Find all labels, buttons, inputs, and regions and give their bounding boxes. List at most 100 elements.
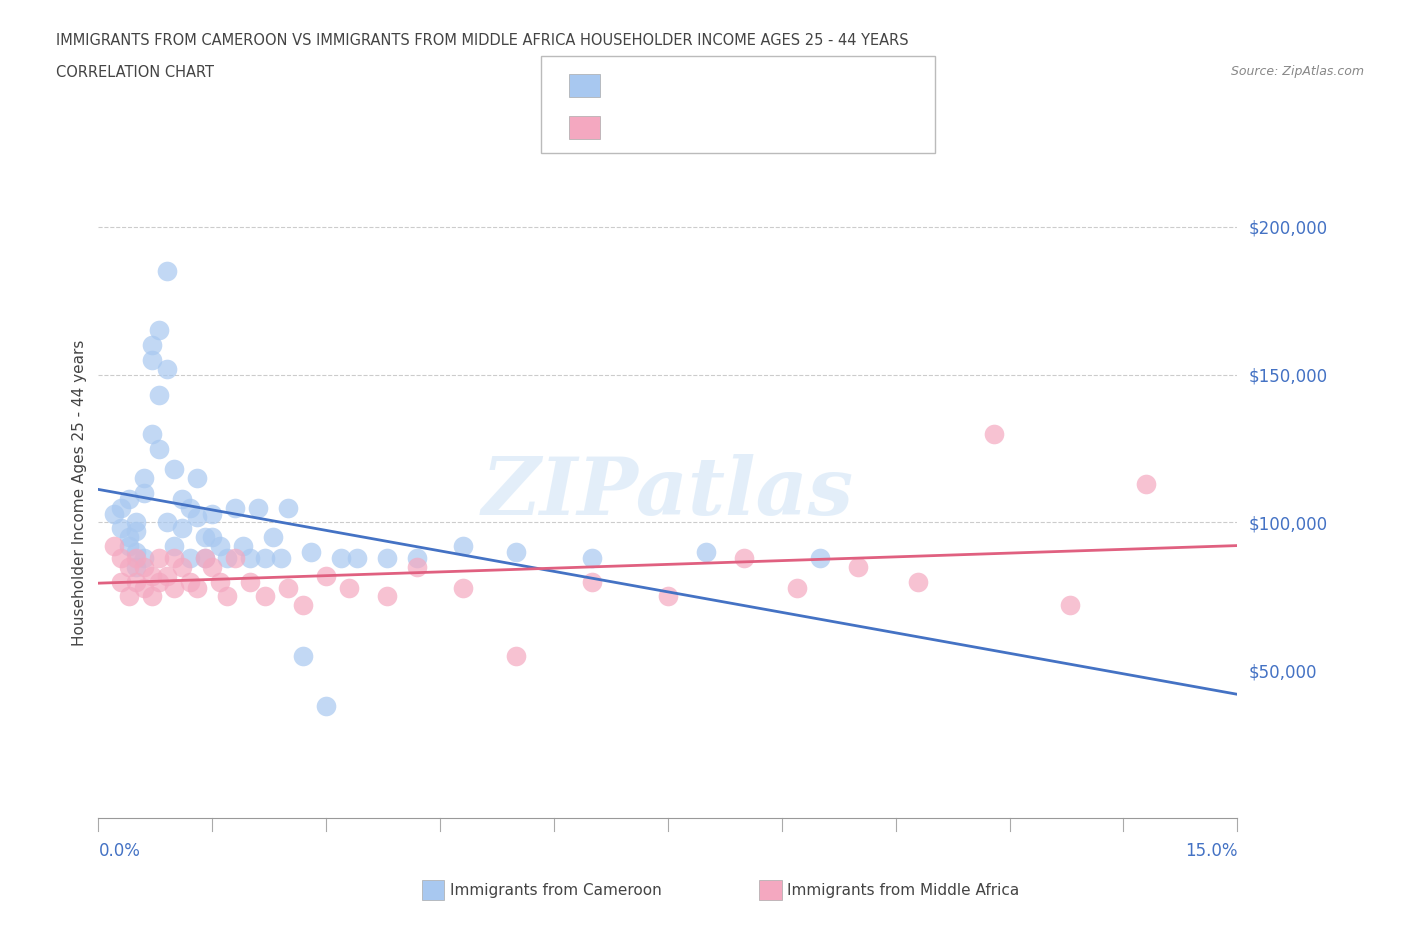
Point — [375, 551, 398, 565]
Text: R =: R = — [614, 79, 654, 98]
Point — [125, 524, 148, 538]
Point — [194, 551, 217, 565]
Text: 15.0%: 15.0% — [1185, 842, 1237, 859]
Point — [224, 551, 246, 565]
Point — [254, 589, 277, 604]
Point — [170, 560, 193, 575]
Point — [1059, 598, 1081, 613]
Point — [141, 338, 163, 352]
Text: N =: N = — [731, 79, 770, 98]
Point — [232, 538, 254, 553]
Text: -0.052: -0.052 — [657, 79, 721, 98]
Point — [315, 698, 337, 713]
Point — [657, 589, 679, 604]
Point — [163, 580, 186, 595]
Point — [201, 530, 224, 545]
Point — [186, 509, 208, 524]
Point — [451, 538, 474, 553]
Text: CORRELATION CHART: CORRELATION CHART — [56, 65, 214, 80]
Point — [337, 580, 360, 595]
Point — [103, 506, 125, 521]
Point — [292, 648, 315, 663]
Point — [141, 568, 163, 583]
Point — [208, 538, 231, 553]
Text: N =: N = — [731, 121, 770, 140]
Point — [132, 551, 155, 565]
Point — [110, 521, 132, 536]
Point — [375, 589, 398, 604]
Point — [179, 574, 201, 589]
Point — [118, 538, 141, 553]
Point — [907, 574, 929, 589]
Point — [277, 500, 299, 515]
Point — [451, 580, 474, 595]
Point — [163, 538, 186, 553]
Point — [246, 500, 269, 515]
Point — [148, 388, 170, 403]
Point — [330, 551, 353, 565]
Point — [148, 551, 170, 565]
Point — [156, 568, 179, 583]
Point — [163, 462, 186, 477]
Text: 56: 56 — [773, 79, 799, 98]
Point — [695, 545, 717, 560]
Point — [110, 574, 132, 589]
Point — [132, 485, 155, 500]
Point — [808, 551, 831, 565]
Point — [148, 441, 170, 456]
Point — [132, 580, 155, 595]
Point — [118, 530, 141, 545]
Point — [118, 491, 141, 506]
Point — [170, 521, 193, 536]
Text: Source: ZipAtlas.com: Source: ZipAtlas.com — [1230, 65, 1364, 78]
Point — [141, 426, 163, 441]
Point — [141, 352, 163, 367]
Point — [125, 551, 148, 565]
Y-axis label: Householder Income Ages 25 - 44 years: Householder Income Ages 25 - 44 years — [72, 339, 87, 646]
Point — [179, 500, 201, 515]
Point — [148, 574, 170, 589]
Point — [217, 589, 239, 604]
Text: 0.0%: 0.0% — [98, 842, 141, 859]
Point — [141, 589, 163, 604]
Point — [277, 580, 299, 595]
Point — [224, 500, 246, 515]
Point — [163, 551, 186, 565]
Point — [983, 426, 1005, 441]
Point — [118, 560, 141, 575]
Text: Immigrants from Cameroon: Immigrants from Cameroon — [450, 883, 662, 897]
Point — [505, 648, 527, 663]
Point — [786, 580, 808, 595]
Point — [262, 530, 284, 545]
Text: IMMIGRANTS FROM CAMEROON VS IMMIGRANTS FROM MIDDLE AFRICA HOUSEHOLDER INCOME AGE: IMMIGRANTS FROM CAMEROON VS IMMIGRANTS F… — [56, 33, 908, 47]
Text: Immigrants from Middle Africa: Immigrants from Middle Africa — [787, 883, 1019, 897]
Text: ZIPatlas: ZIPatlas — [482, 454, 853, 532]
Point — [846, 560, 869, 575]
Point — [581, 574, 603, 589]
Point — [239, 574, 262, 589]
Point — [270, 551, 292, 565]
Point — [103, 538, 125, 553]
Point — [156, 515, 179, 530]
Point — [118, 589, 141, 604]
Point — [292, 598, 315, 613]
Text: R =: R = — [614, 121, 654, 140]
Point — [346, 551, 368, 565]
Point — [733, 551, 755, 565]
Point — [208, 574, 231, 589]
Point — [194, 551, 217, 565]
Point — [217, 551, 239, 565]
Point — [254, 551, 277, 565]
Point — [125, 560, 148, 575]
Point — [125, 574, 148, 589]
Point — [179, 551, 201, 565]
Point — [315, 568, 337, 583]
Point — [581, 551, 603, 565]
Point — [110, 551, 132, 565]
Point — [406, 551, 429, 565]
Point — [406, 560, 429, 575]
Point — [201, 506, 224, 521]
Point — [299, 545, 322, 560]
Point — [132, 560, 155, 575]
Point — [156, 361, 179, 376]
